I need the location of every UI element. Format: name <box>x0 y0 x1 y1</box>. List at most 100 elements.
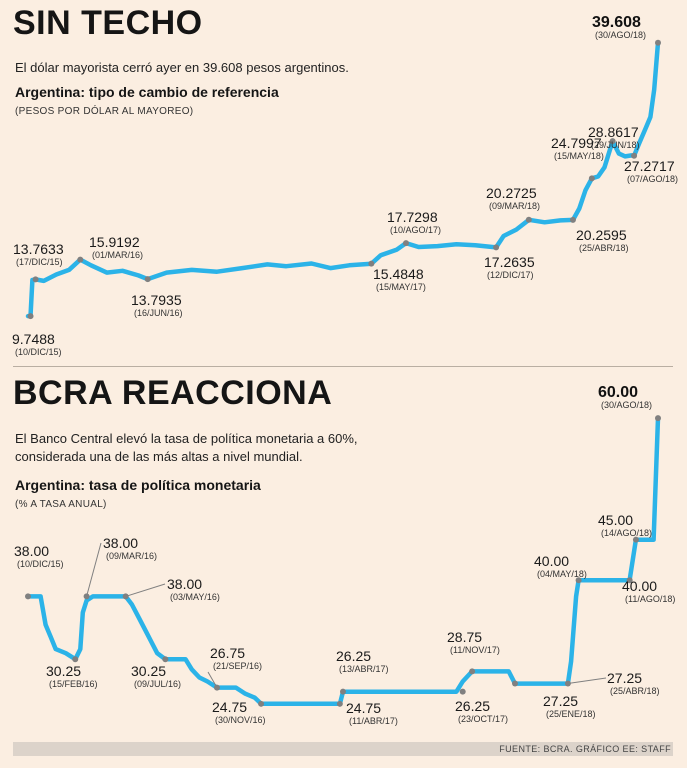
data-label-date: (01/MAR/16) <box>92 250 143 260</box>
data-point-marker <box>214 684 220 691</box>
data-point-marker <box>368 260 375 267</box>
data-point-marker <box>27 313 34 320</box>
data-label-date: (25/ENE/18) <box>546 709 596 719</box>
data-point-marker <box>655 39 661 46</box>
section2-unit: (% A TASA ANUAL) <box>15 499 107 510</box>
data-label-value: 40.00 <box>534 553 569 569</box>
data-label-value: 9.7488 <box>12 331 55 347</box>
data-label-value: 27.25 <box>607 670 642 686</box>
data-label-date: (07/AGO/18) <box>627 174 678 184</box>
data-label-value: 27.25 <box>543 693 578 709</box>
data-label-value: 27.2717 <box>624 158 675 174</box>
data-point-marker <box>340 688 346 695</box>
data-label-date: (15/FEB/16) <box>49 679 98 689</box>
data-point-marker <box>575 577 582 584</box>
data-point-marker <box>564 680 571 687</box>
footer-bar <box>13 742 673 756</box>
data-point-marker <box>632 536 639 543</box>
data-point-marker <box>469 668 476 675</box>
data-label-date: (04/MAY/18) <box>537 569 587 579</box>
data-label-date: (09/MAR/16) <box>106 551 157 561</box>
section2-deck-line1: El Banco Central elevó la tasa de políti… <box>15 431 358 446</box>
data-point-marker <box>25 593 31 600</box>
data-label-date: (30/AGO/18) <box>601 400 652 410</box>
data-label-value: 24.75 <box>346 700 381 716</box>
data-label-date: (09/MAR/18) <box>489 201 540 211</box>
chart-1: 39.608(30/AGO/18) 28.8617(29/JUN/18)24.79… <box>12 14 678 357</box>
data-point-marker <box>83 593 90 600</box>
data-label-value: 28.8617 <box>588 124 639 140</box>
data-label-date: (12/DIC/17) <box>487 270 534 280</box>
data-label-date: (30/AGO/18) <box>595 30 646 40</box>
data-label-date: (10/AGO/17) <box>390 225 441 235</box>
data-label-date: (09/JUL/16) <box>134 679 181 689</box>
data-label-value: 26.75 <box>210 645 245 661</box>
data-point-marker <box>655 415 661 422</box>
data-label-value: 17.7298 <box>387 209 438 225</box>
data-point-marker <box>569 216 576 223</box>
series-line <box>25 415 661 707</box>
data-label-value: 26.25 <box>336 648 371 664</box>
data-label-value: 15.4848 <box>373 266 424 282</box>
data-point-marker <box>626 577 633 584</box>
data-label-date: (03/MAY/16) <box>170 592 220 602</box>
section2-subtitle: Argentina: tasa de política monetaria <box>15 477 261 493</box>
data-point-marker <box>631 152 638 159</box>
section-divider <box>13 366 673 367</box>
data-label-value: 40.00 <box>622 578 657 594</box>
data-label-date: (11/AGO/18) <box>625 594 675 604</box>
data-label-date: (16/JUN/16) <box>134 308 183 318</box>
section2-deck-line2: considerada una de las más altas a nivel… <box>15 449 303 464</box>
data-point-marker <box>122 593 129 600</box>
data-label-value: 13.7633 <box>13 241 64 257</box>
data-label-date: (17/DIC/15) <box>16 257 63 267</box>
data-point-marker <box>609 138 616 145</box>
data-point-marker <box>588 175 595 182</box>
data-label-value: 45.00 <box>598 512 633 528</box>
footer-source: FUENTE: BCRA. GRÁFICO EE: STAFF <box>499 744 671 754</box>
data-label-value: 20.2725 <box>486 185 537 201</box>
data-label-date: (29/JUN/18) <box>591 140 640 150</box>
data-label-date: (10/DIC/15) <box>15 347 62 357</box>
data-label-value: 17.2635 <box>484 254 535 270</box>
data-label-value: 38.00 <box>14 543 49 559</box>
data-label-date: (15/MAY/17) <box>376 282 426 292</box>
chart-2: 60.00(30/AGO/18)45.00(14/AGO/18)40.00(04… <box>14 384 675 726</box>
section1-subtitle: Argentina: tipo de cambio de referencia <box>15 84 279 100</box>
section1-unit: (PESOS POR DÓLAR AL MAYOREO) <box>15 106 194 117</box>
data-label-value: 30.25 <box>131 663 166 679</box>
data-label-value: 60.00 <box>598 384 638 401</box>
data-label-value: 38.00 <box>103 535 138 551</box>
leader-line <box>207 671 218 688</box>
data-label-value: 39.608 <box>592 14 641 31</box>
section1-deck: El dólar mayorista cerró ayer en 39.608 … <box>15 60 349 75</box>
data-point-marker <box>258 700 265 707</box>
data-point-marker <box>336 700 343 707</box>
data-label-date: (23/OCT/17) <box>458 714 508 724</box>
section2-title: BCRA REACCIONA <box>13 374 333 412</box>
data-label-value: 38.00 <box>167 576 202 592</box>
data-point-marker <box>403 240 409 247</box>
data-point-marker <box>459 688 466 695</box>
data-point-marker <box>32 276 39 283</box>
leader-line <box>125 583 166 597</box>
data-label-date: (14/AGO/18) <box>601 528 652 538</box>
data-label-value: 24.7997 <box>551 135 602 151</box>
data-label-value: 13.7935 <box>131 292 182 308</box>
data-label-value: 24.75 <box>212 699 247 715</box>
section1-title: SIN TECHO <box>13 4 203 42</box>
data-point-marker <box>493 244 500 251</box>
data-label-value: 15.9192 <box>89 234 140 250</box>
leader-line <box>86 542 102 597</box>
data-label-value: 20.2595 <box>576 227 627 243</box>
data-label-value: 28.75 <box>447 629 482 645</box>
data-label-value: 26.25 <box>455 698 490 714</box>
data-point-marker <box>72 656 79 663</box>
data-point-marker <box>525 216 532 223</box>
data-point-marker <box>162 656 169 663</box>
data-label-date: (15/MAY/18) <box>554 151 604 161</box>
data-label-date: (11/ABR/17) <box>349 716 398 726</box>
data-label-date: (25/ABR/18) <box>579 243 629 253</box>
data-label-value: 30.25 <box>46 663 81 679</box>
